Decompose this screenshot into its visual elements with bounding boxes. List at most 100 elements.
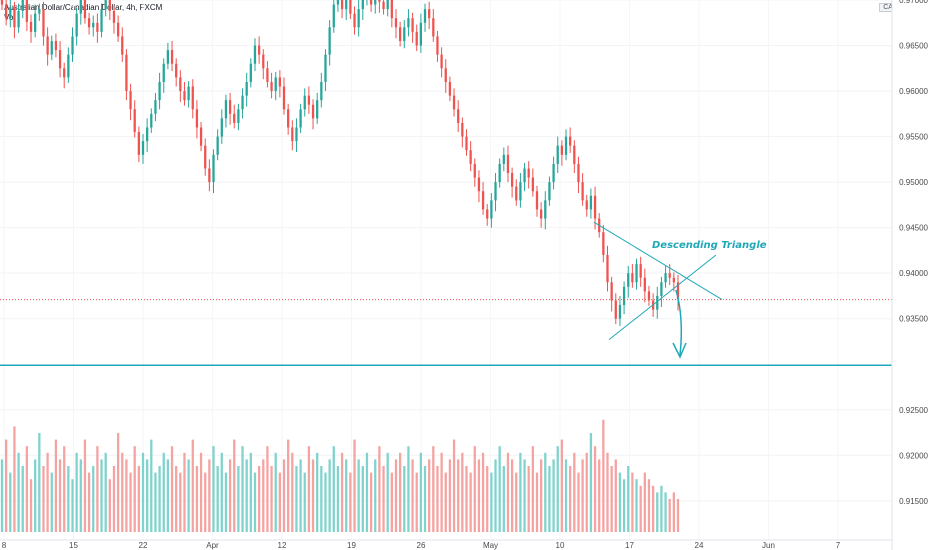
y-tick-label: 0.93500 (899, 315, 928, 324)
candle-body (394, 18, 398, 28)
volume-bar (369, 472, 373, 532)
candle-body (515, 186, 518, 201)
volume-bar (237, 466, 240, 532)
volume-bar (457, 459, 460, 532)
candle-body (112, 10, 116, 23)
volume-bar (523, 459, 526, 532)
volume-bar (361, 466, 364, 532)
candle-body (353, 13, 356, 28)
candle-body (83, 0, 87, 19)
candle-body (158, 81, 161, 101)
candle-body (54, 40, 58, 51)
volume-bar (38, 433, 41, 532)
volume-bar (618, 472, 622, 532)
x-tick-label: May (483, 541, 498, 550)
candle-body (249, 63, 252, 82)
candle-body (295, 127, 298, 142)
volume-bar (54, 439, 58, 532)
volume-bar (643, 472, 646, 532)
volume-bar (270, 466, 273, 532)
volume-bar (465, 466, 468, 532)
volume-bar (428, 459, 431, 532)
volume-bar (287, 439, 290, 532)
volume-bar (316, 452, 319, 532)
y-tick-label: 0.96500 (899, 42, 928, 51)
volume-bars (0, 419, 680, 532)
volume-bar (635, 479, 638, 532)
candle-body (440, 54, 443, 69)
volume-bar (340, 452, 344, 532)
candle-body (270, 81, 273, 92)
volume-bar (676, 499, 680, 532)
candle-body (419, 22, 423, 46)
x-tick-label: 12 (278, 541, 287, 550)
breakdown-arrow (675, 289, 683, 356)
candle-body (506, 154, 510, 174)
volume-bar (92, 466, 95, 532)
volume-bar (108, 479, 111, 532)
volume-bar (606, 452, 609, 532)
volume-bar (481, 452, 485, 532)
volume-bar (440, 452, 443, 532)
candle-body (63, 68, 66, 78)
volume-bar (83, 439, 87, 532)
y-tick-label: 0.94500 (899, 224, 928, 233)
candle-body (324, 54, 327, 82)
volume-bar (5, 439, 8, 532)
candle-body (237, 109, 240, 123)
volume-bar (183, 452, 186, 532)
volume-bar (486, 466, 489, 532)
volume-bar (9, 472, 12, 532)
volume-bar (129, 472, 132, 532)
volume-bar (320, 466, 323, 532)
volume-bar (278, 472, 282, 532)
candle-body (311, 104, 315, 119)
volume-bar (233, 439, 236, 532)
symbol-title: Australian Dollar/Canadian Dollar, 4h, F… (4, 3, 163, 12)
candle-body (382, 1, 385, 10)
candle-body (287, 109, 290, 128)
volume-bar (552, 459, 555, 532)
volume-bar (141, 452, 145, 532)
volume-bar (349, 472, 352, 532)
candle-body (428, 9, 431, 19)
volume-bar (0, 459, 4, 532)
volume-bar (295, 466, 298, 532)
candle-body (432, 18, 435, 37)
volume-bar (195, 466, 199, 532)
volume-bar (133, 446, 136, 532)
volume-bar (448, 459, 452, 532)
volume-bar (204, 472, 207, 532)
volume-bar (531, 446, 534, 532)
volume-bar (307, 446, 311, 532)
volume-bar (506, 452, 510, 532)
candle-body (631, 273, 634, 283)
candle-body (668, 273, 671, 278)
candle-body (29, 21, 33, 32)
volume-bar (374, 459, 377, 532)
candle-body (411, 18, 414, 32)
volume-bar (46, 452, 49, 532)
candle-body (108, 0, 111, 11)
volume-bar (158, 466, 161, 532)
candle-body (527, 168, 530, 178)
volume-bar (589, 433, 593, 532)
x-tick-label: Apr (206, 541, 219, 550)
volume-bar (510, 459, 514, 532)
volume-bar (365, 452, 369, 532)
volume-bar (569, 466, 572, 532)
volume-bar (668, 499, 671, 532)
candle-body (129, 91, 132, 110)
candle-body (262, 54, 265, 69)
candle-body (146, 127, 149, 142)
candle-body (241, 95, 244, 110)
candle-body (75, 13, 78, 37)
volume-bar (253, 472, 257, 532)
candle-body (635, 264, 638, 283)
volume-bar (411, 459, 414, 532)
candle-body (121, 36, 124, 55)
candle-body (556, 145, 559, 164)
triangle-lower-trendline (608, 254, 717, 341)
